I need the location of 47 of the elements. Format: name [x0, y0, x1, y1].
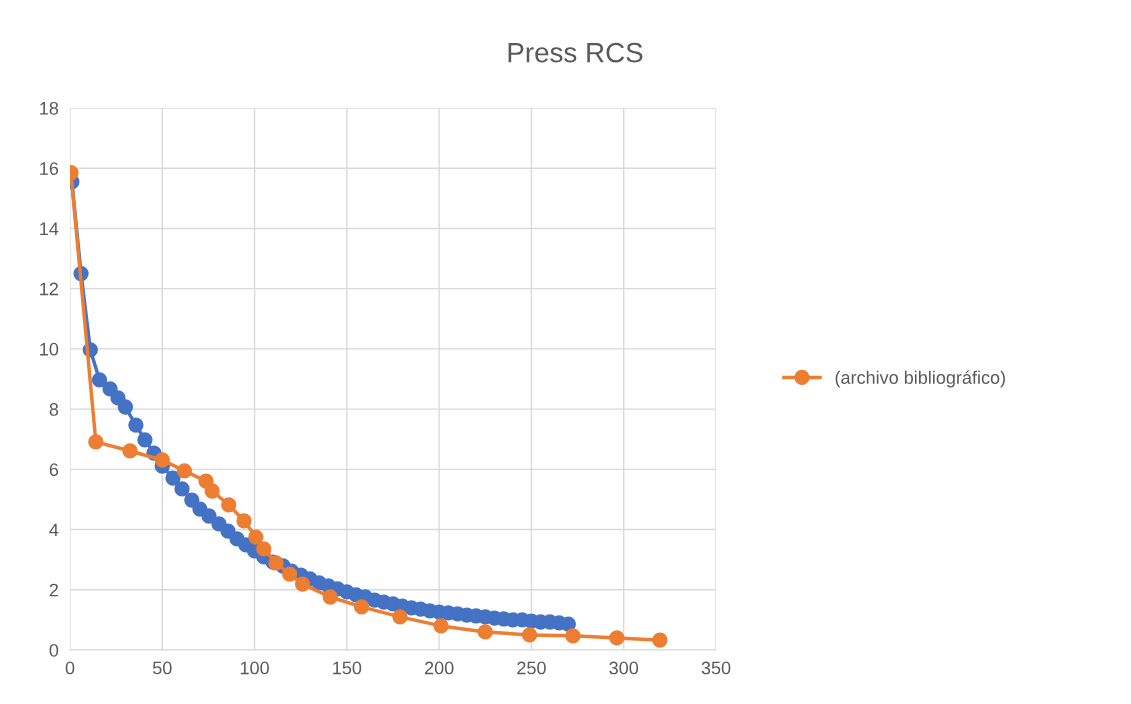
y-tick-label: 14	[40, 222, 59, 235]
point	[91, 372, 108, 388]
x-tick-label: 50	[152, 661, 172, 675]
x-tick-label: 0	[65, 661, 75, 675]
point	[322, 589, 338, 605]
y-tick-label: 4	[49, 523, 59, 537]
point	[221, 497, 237, 513]
point	[565, 628, 581, 644]
point	[521, 627, 538, 643]
x-tick-label: 200	[424, 661, 454, 675]
y-tick-label: 6	[49, 463, 59, 477]
point	[117, 399, 134, 415]
point	[294, 576, 311, 592]
point	[88, 434, 104, 450]
point	[165, 470, 181, 486]
point	[652, 632, 668, 648]
y-tick-label: 18	[40, 101, 59, 115]
point	[609, 630, 625, 646]
point	[137, 432, 153, 448]
x-tick-label: 250	[517, 661, 546, 675]
point	[174, 481, 190, 497]
point	[433, 618, 449, 634]
point	[392, 609, 408, 625]
x-tick-label: 150	[333, 661, 362, 675]
y-tick-label: 12	[40, 282, 58, 296]
y-tick-label: 8	[49, 403, 59, 416]
y-tick-label: 0	[49, 643, 59, 657]
point	[477, 624, 493, 640]
legend-label: (archivo bibliográfico)	[835, 370, 1005, 388]
x-tick-label: 100	[240, 661, 269, 675]
x-tick-label: 350	[701, 661, 731, 675]
point	[201, 508, 217, 524]
point	[248, 529, 264, 545]
point	[122, 443, 138, 459]
point	[256, 541, 272, 557]
point	[154, 452, 170, 468]
y-tick-label: 10	[40, 342, 59, 356]
point	[560, 616, 576, 632]
point	[128, 417, 144, 433]
point	[236, 513, 252, 529]
point	[353, 599, 370, 615]
chart-title: Press RCS	[508, 42, 643, 63]
y-tick-label: 2	[49, 583, 58, 597]
point	[176, 463, 193, 479]
y-tick-label: 16	[40, 162, 59, 175]
x-tick-label: 300	[609, 661, 639, 675]
point	[204, 483, 220, 499]
